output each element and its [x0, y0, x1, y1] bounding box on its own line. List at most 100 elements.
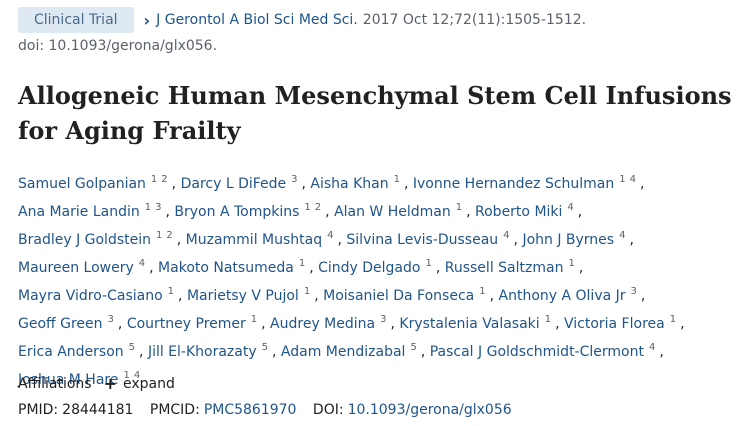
affiliation-ref[interactable]: 1: [619, 174, 626, 185]
article-title: Allogeneic Human Mesenchymal Stem Cell I…: [18, 81, 732, 145]
author-affiliation-refs: 4: [649, 342, 659, 353]
author-item: Adam Mendizabal 5: [280, 342, 421, 360]
author-affiliation-refs: 5: [129, 342, 139, 353]
author-name-link[interactable]: John J Byrnes: [522, 232, 615, 248]
affiliation-ref[interactable]: 1: [123, 370, 130, 381]
affiliation-ref[interactable]: 1: [144, 202, 152, 213]
authors-list: Samuel Golpanian 1 2, Darcy L DiFede 3, Ais…: [18, 174, 685, 388]
author-affiliation-refs: 1: [545, 314, 555, 325]
pmid-label: PMID:: [18, 402, 59, 418]
expand-affiliations-button[interactable]: + expand: [104, 374, 175, 393]
author-name-link[interactable]: Silvina Levis-Dusseau: [346, 232, 499, 248]
author-item: Geoff Green 3: [18, 314, 118, 332]
author-name-link[interactable]: Muzammil Mushtaq: [185, 232, 323, 248]
affiliation-ref[interactable]: 4: [138, 258, 146, 269]
author-item: Anthony A Oliva Jr 3: [498, 286, 641, 304]
author-name-link[interactable]: Geoff Green: [18, 316, 103, 332]
author-name-link[interactable]: Anthony A Oliva Jr: [498, 288, 626, 304]
affiliation-ref[interactable]: 3: [291, 174, 298, 185]
author-affiliation-refs: 4: [503, 230, 513, 241]
author-name-link[interactable]: Erica Anderson: [18, 344, 124, 360]
affiliation-ref[interactable]: 2: [161, 174, 168, 185]
author-name-link[interactable]: Maureen Lowery: [18, 260, 134, 276]
affiliation-ref[interactable]: 4: [619, 230, 626, 241]
affiliation-ref[interactable]: 1: [393, 174, 400, 185]
author-name-link[interactable]: Makoto Natsumeda: [158, 260, 294, 276]
affiliation-ref[interactable]: 2: [166, 230, 173, 241]
doi-label: DOI:: [312, 402, 344, 418]
author-name-link[interactable]: Russell Saltzman: [444, 260, 564, 276]
author-name-link[interactable]: Audrey Medina: [270, 316, 376, 332]
affiliation-ref[interactable]: 2: [314, 202, 322, 213]
affiliation-ref[interactable]: 3: [630, 286, 637, 297]
affiliation-ref[interactable]: 1: [669, 314, 677, 325]
author-name-link[interactable]: Bradley J Goldstein: [18, 232, 151, 248]
affiliation-ref[interactable]: 3: [155, 202, 162, 213]
author-item: Silvina Levis-Dusseau 4: [346, 230, 513, 248]
affiliation-ref[interactable]: 5: [261, 342, 269, 353]
chevron-right-icon[interactable]: ›: [143, 10, 151, 30]
author-name-link[interactable]: Victoria Florea: [563, 316, 665, 332]
affiliation-ref[interactable]: 3: [380, 314, 387, 325]
doi-line: doi: 10.1093/gerona/glx056.: [18, 38, 218, 54]
author-name-link[interactable]: Aisha Khan: [310, 176, 389, 192]
author-item: Ana Marie Landin 1 3: [18, 202, 166, 220]
author-name-link[interactable]: Roberto Miki: [475, 204, 563, 220]
affiliation-ref[interactable]: 1: [298, 258, 306, 269]
affiliation-ref[interactable]: 1: [455, 202, 463, 213]
author-name-link[interactable]: Pascal J Goldschmidt-Clermont: [429, 344, 644, 360]
author-name-link[interactable]: Adam Mendizabal: [280, 344, 406, 360]
author-name-link[interactable]: Bryon A Tompkins: [174, 204, 300, 220]
pmcid-group: PMCID: PMC5861970: [150, 402, 301, 418]
author-name-link[interactable]: Alan W Heldman: [334, 204, 451, 220]
affiliation-ref[interactable]: 1: [304, 202, 311, 213]
author-affiliation-refs: 1: [670, 314, 680, 325]
author-name-link[interactable]: Courtney Premer: [126, 316, 246, 332]
affiliation-ref[interactable]: 1: [150, 174, 158, 185]
affiliation-ref[interactable]: 4: [327, 230, 334, 241]
affiliation-ref[interactable]: 1: [544, 314, 552, 325]
affiliation-ref[interactable]: 1: [250, 314, 258, 325]
author-name-link[interactable]: Darcy L DiFede: [180, 176, 287, 192]
author-name-link[interactable]: Ivonne Hernandez Schulman: [412, 176, 615, 192]
affiliation-ref[interactable]: 4: [133, 370, 141, 381]
author-name-link[interactable]: Mayra Vidro-Casiano: [18, 288, 163, 304]
affiliation-ref[interactable]: 1: [303, 286, 311, 297]
affiliation-ref[interactable]: 4: [503, 230, 510, 241]
affiliations-toggle: Affiliations + expand: [18, 374, 175, 393]
affiliation-ref[interactable]: 1: [568, 258, 575, 269]
affiliation-ref[interactable]: 5: [410, 342, 417, 353]
doi-group: DOI: 10.1093/gerona/glx056: [313, 402, 512, 418]
author-affiliation-refs: 1: [394, 174, 404, 185]
plus-icon: +: [103, 374, 117, 393]
author-name-link[interactable]: Jill El-Khorazaty: [147, 344, 257, 360]
publication-type-badge[interactable]: Clinical Trial: [18, 7, 134, 33]
affiliation-ref[interactable]: 1: [479, 286, 486, 297]
author-name-link[interactable]: Ana Marie Landin: [18, 204, 140, 220]
affiliation-ref[interactable]: 1: [156, 230, 163, 241]
author-item: Erica Anderson 5: [18, 342, 139, 360]
author-name-link[interactable]: Joshua M Hare: [18, 372, 119, 388]
author-name-link[interactable]: Samuel Golpanian: [18, 176, 146, 192]
affiliation-ref[interactable]: 4: [648, 342, 656, 353]
affiliation-ref[interactable]: 3: [107, 314, 114, 325]
author-affiliation-refs: 1: [299, 258, 309, 269]
author-name-link[interactable]: Cindy Delgado: [318, 260, 421, 276]
affiliation-ref[interactable]: 4: [629, 174, 636, 185]
author-affiliation-refs: 1: [304, 286, 314, 297]
affiliation-ref[interactable]: 5: [128, 342, 136, 353]
pmcid-link[interactable]: PMC5861970: [203, 402, 297, 418]
pmcid-label: PMCID:: [149, 402, 200, 418]
doi-link[interactable]: 10.1093/gerona/glx056: [347, 402, 512, 418]
affiliation-ref[interactable]: 1: [425, 258, 432, 269]
affiliation-ref[interactable]: 4: [567, 202, 574, 213]
affiliation-ref[interactable]: 1: [167, 286, 175, 297]
author-affiliation-refs: 4: [619, 230, 629, 241]
journal-link[interactable]: J Gerontol A Biol Sci Med Sci.: [156, 12, 358, 28]
author-name-link[interactable]: Krystalenia Valasaki: [399, 316, 540, 332]
author-name-link[interactable]: Moisaniel Da Fonseca: [323, 288, 475, 304]
author-name-link[interactable]: Marietsy V Pujol: [186, 288, 299, 304]
